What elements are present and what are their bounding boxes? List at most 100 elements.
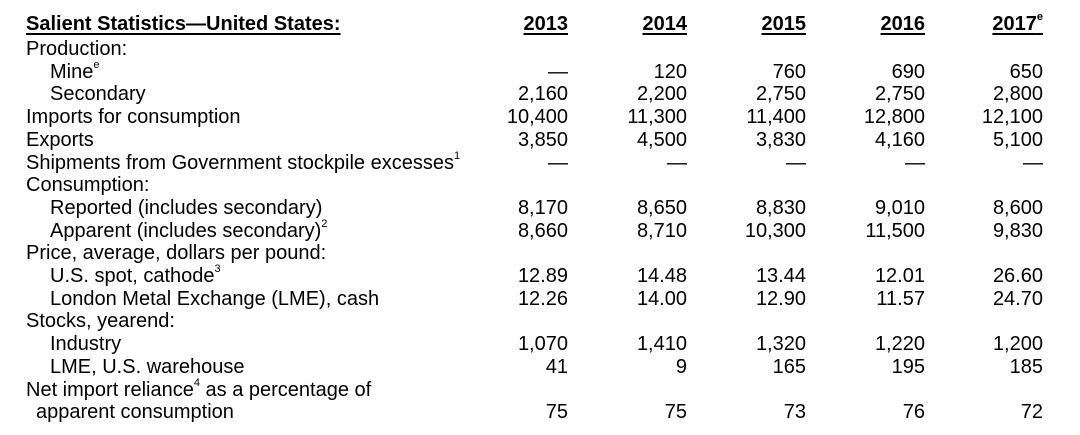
cell-value: 41: [545, 355, 568, 378]
table-row: London Metal Exchange (LME), cash 12.26 14…: [0, 288, 1080, 311]
cell-value: 24.70: [992, 287, 1043, 310]
cell-value: 2,200: [636, 83, 687, 106]
cell-value: 2,800: [992, 83, 1043, 106]
row-label: LME, U.S. warehouse: [50, 355, 245, 378]
table-row: Consumption:: [0, 174, 1080, 197]
cell-value: 13.44: [755, 265, 806, 287]
cell-value: 1,320: [755, 333, 806, 356]
cell-value: 2,160: [517, 83, 568, 106]
cell-value: 8,830: [755, 196, 806, 219]
cell-value: 1,070: [517, 333, 568, 356]
cell-value: 760: [772, 60, 806, 83]
row-label: Apparent (includes secondary)2: [50, 217, 328, 242]
cell-value: 9: [675, 355, 687, 378]
table-row: U.S. spot, cathode3 12.89 14.48 13.44 12.01 2…: [0, 263, 1080, 288]
cell-value: 195: [891, 355, 925, 378]
cell-value: 14.00: [636, 287, 687, 310]
cell-value: 4,160: [874, 128, 925, 151]
table-row: Exports 3,850 4,500 3,830 4,160 5,100: [0, 129, 1080, 152]
cell-value: 5,100: [992, 128, 1043, 151]
footnote-mark: e: [93, 59, 100, 72]
cell-value: 11.57: [876, 287, 925, 310]
cell-value: 1,200: [992, 333, 1043, 356]
row-label: Secondary: [50, 83, 146, 106]
year-header: 2013: [523, 13, 569, 35]
row-label: Shipments from Government stockpile exce…: [26, 149, 461, 174]
table-row: apparent consumption 75 75 73 76 72: [0, 401, 1080, 424]
cell-value: 14.48: [636, 265, 687, 287]
cell-value: —: [905, 151, 925, 174]
header-row: Salient Statistics—United States: 2013 2…: [0, 11, 1080, 36]
table-row: Industry 1,070 1,410 1,320 1,220 1,200: [0, 333, 1080, 356]
cell-value: 2,750: [755, 83, 806, 106]
row-label: Price, average, dollars per pound:: [26, 242, 327, 265]
cell-value: —: [1023, 151, 1043, 174]
row-label: U.S. spot, cathode3: [50, 263, 221, 287]
cell-value: 2,750: [874, 83, 925, 106]
cell-value: —: [548, 151, 568, 174]
cell-value: 75: [545, 401, 568, 424]
table-row: Reported (includes secondary) 8,170 8,650 8…: [0, 197, 1080, 220]
footnote-mark: 2: [321, 217, 328, 230]
cell-value: 3,830: [755, 128, 806, 151]
cell-value: 8,660: [517, 219, 568, 242]
cell-value: 8,710: [636, 219, 687, 242]
cell-value: 12,800: [863, 106, 925, 129]
cell-value: 690: [891, 60, 925, 83]
cell-value: 3,850: [517, 128, 568, 151]
table-row: Shipments from Government stockpile exce…: [0, 149, 1080, 175]
cell-value: 4,500: [636, 128, 687, 151]
cell-value: 75: [664, 401, 687, 424]
cell-value: 12,100: [981, 106, 1043, 129]
cell-value: 10,400: [506, 106, 568, 129]
table-row: Production:: [0, 38, 1080, 61]
row-label: Exports: [26, 128, 94, 151]
table-row: Apparent (includes secondary)2 8,660 8,710…: [0, 217, 1080, 243]
cell-value: 11,500: [865, 219, 925, 242]
row-label: Reported (includes secondary): [50, 196, 323, 219]
cell-value: 9,010: [874, 196, 925, 219]
cell-value: 73: [783, 401, 806, 424]
cell-value: 8,650: [636, 196, 687, 219]
cell-value: —: [548, 60, 568, 83]
cell-value: 11,300: [627, 106, 687, 129]
cell-value: 1,220: [874, 333, 925, 356]
table-title: Salient Statistics—United States:: [26, 13, 341, 35]
cell-value: 185: [1009, 355, 1043, 378]
row-label: Consumption:: [26, 174, 150, 197]
cell-value: —: [786, 151, 806, 174]
cell-value: 12.01: [874, 265, 925, 287]
cell-value: 165: [772, 355, 806, 378]
table-row: Minee — 120 760 690 650: [0, 59, 1080, 84]
row-label: Industry: [50, 333, 122, 356]
year-header: 2017e: [992, 11, 1043, 35]
cell-value: 12.89: [517, 265, 568, 287]
footnote-mark: 1: [453, 149, 461, 162]
cell-value: 650: [1009, 60, 1043, 83]
row-label: Minee: [50, 59, 100, 83]
year-header: 2015: [761, 13, 807, 35]
row-label: Imports for consumption: [26, 106, 241, 129]
cell-value: 1,410: [636, 333, 687, 356]
table-row: LME, U.S. warehouse 41 9 165 195 185: [0, 356, 1080, 379]
cell-value: 12.26: [517, 287, 568, 310]
estimate-footnote-mark: e: [1036, 11, 1043, 24]
row-label: London Metal Exchange (LME), cash: [50, 287, 380, 310]
table-row: Stocks, yearend:: [0, 310, 1080, 333]
table-row: Imports for consumption 10,400 11,300 11,40…: [0, 106, 1080, 129]
cell-value: 72: [1020, 401, 1043, 424]
table-row: Net import reliance4 as a percentage of: [0, 376, 1080, 402]
row-label: Stocks, yearend:: [26, 310, 175, 333]
cell-value: 10,300: [744, 219, 806, 242]
cell-value: 26.60: [992, 265, 1043, 287]
year-header: 2016: [880, 13, 926, 35]
footnote-mark: 3: [214, 263, 221, 276]
table-row: Price, average, dollars per pound:: [0, 242, 1080, 265]
cell-value: —: [667, 151, 687, 174]
row-label: Net import reliance4 as a percentage of: [26, 376, 372, 401]
cell-value: 11,400: [746, 106, 806, 129]
table-row: Secondary 2,160 2,200 2,750 2,750 2,800: [0, 83, 1080, 106]
cell-value: 8,170: [517, 196, 568, 219]
cell-value: 8,600: [992, 196, 1043, 219]
cell-value: 120: [653, 60, 687, 83]
